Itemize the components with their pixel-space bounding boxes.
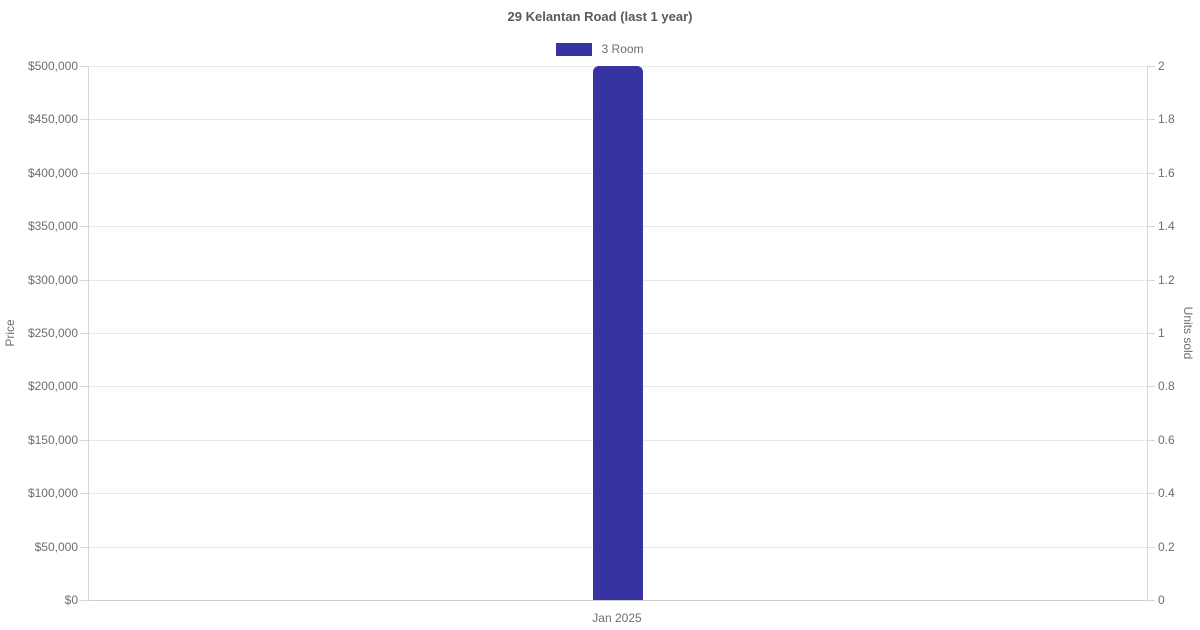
left-axis-tick-mark xyxy=(80,279,88,281)
left-axis-tick-mark xyxy=(80,386,88,388)
right-axis-tick-label: 1.8 xyxy=(1158,112,1175,127)
plot-area xyxy=(88,66,1148,601)
right-axis-title: Units sold xyxy=(1181,306,1195,360)
left-axis-tick-mark xyxy=(80,493,88,495)
right-axis-tick-mark xyxy=(1147,279,1155,281)
right-axis-tick-label: 0 xyxy=(1158,593,1165,607)
right-axis-tick-mark xyxy=(1147,172,1155,174)
bar-3-room-jan-2025[interactable] xyxy=(593,66,643,600)
left-axis-tick-mark xyxy=(80,66,88,67)
legend[interactable]: 3 Room xyxy=(0,42,1200,56)
legend-swatch-3-room xyxy=(556,42,593,56)
right-axis-tick-label: 1.4 xyxy=(1158,219,1175,234)
left-axis-tick-label: $300,000 xyxy=(27,272,78,287)
right-axis-tick-mark xyxy=(1147,226,1155,228)
left-axis-tick-label: $100,000 xyxy=(27,486,78,501)
left-axis-tick-mark xyxy=(80,600,88,601)
right-axis-tick-label: 0.8 xyxy=(1158,379,1175,394)
left-axis-tick-label: $250,000 xyxy=(27,326,78,340)
left-axis-tick-label: $400,000 xyxy=(27,165,78,180)
right-axis-tick-mark xyxy=(1147,333,1155,334)
left-axis-tick-mark xyxy=(80,119,88,121)
legend-label-3-room: 3 Room xyxy=(601,42,644,56)
left-axis-tick-label: $500,000 xyxy=(27,59,78,73)
right-axis-tick-mark xyxy=(1147,493,1155,495)
right-axis-tick-label: 0.2 xyxy=(1158,539,1175,554)
right-axis-tick-label: 1.2 xyxy=(1158,272,1175,287)
right-axis-tick-label: 0.4 xyxy=(1158,486,1175,501)
right-axis-tick-label: 1 xyxy=(1158,326,1165,340)
right-axis-tick-label: 2 xyxy=(1158,59,1165,73)
left-axis-tick-label: $150,000 xyxy=(27,432,78,447)
left-axis-tick-label: $0 xyxy=(64,593,78,607)
right-axis-tick-label: 1.6 xyxy=(1158,165,1175,180)
chart-title: 29 Kelantan Road (last 1 year) xyxy=(507,9,693,24)
left-axis-tick-mark xyxy=(80,333,88,334)
left-axis-tick-label: $350,000 xyxy=(27,219,78,234)
right-axis-tick-mark xyxy=(1147,386,1155,388)
right-axis-tick-label: 0.6 xyxy=(1158,432,1175,447)
right-axis-tick-mark xyxy=(1147,439,1155,441)
left-axis-tick-mark xyxy=(80,439,88,441)
right-axis-tick-mark xyxy=(1147,119,1155,121)
left-axis-tick-label: $200,000 xyxy=(27,379,78,394)
left-axis-title: Price xyxy=(3,319,17,347)
x-axis-tick-label: Jan 2025 xyxy=(592,611,642,625)
left-axis-tick-mark xyxy=(80,226,88,228)
right-axis-tick-mark xyxy=(1147,600,1155,601)
right-axis-tick-mark xyxy=(1147,546,1155,548)
right-axis-tick-mark xyxy=(1147,66,1155,67)
left-axis-tick-label: $50,000 xyxy=(34,539,78,554)
left-axis-tick-mark xyxy=(80,546,88,548)
left-axis-tick-mark xyxy=(80,172,88,174)
left-axis-tick-label: $450,000 xyxy=(27,112,78,127)
